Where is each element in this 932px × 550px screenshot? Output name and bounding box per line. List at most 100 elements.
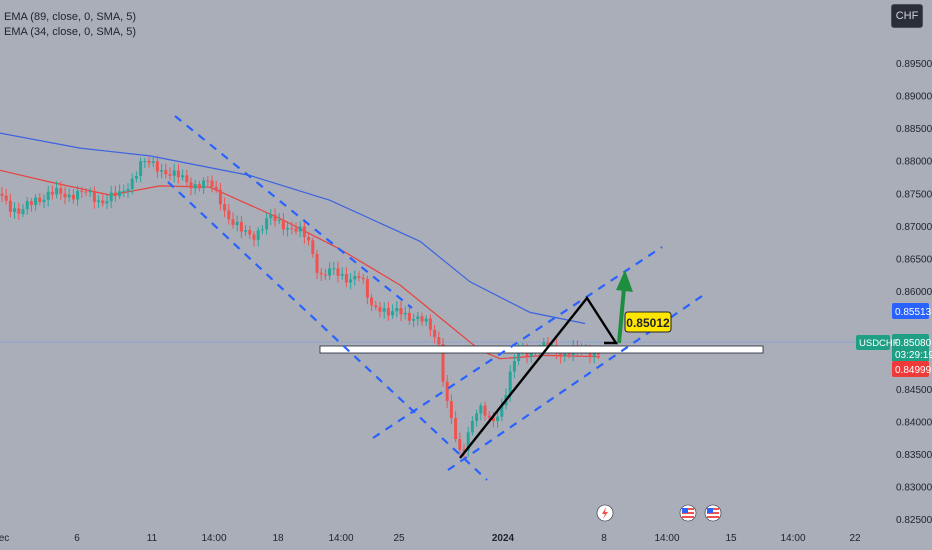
candle-body — [118, 191, 122, 197]
candle-body — [71, 194, 75, 200]
y-tick-label: 0.83000 — [896, 483, 932, 494]
candle-body — [113, 192, 117, 197]
candle-body — [164, 170, 168, 175]
y-tick-label: 0.83500 — [896, 450, 932, 461]
candle-body — [168, 174, 172, 176]
candle-body — [105, 201, 109, 204]
us-flag-stripe — [707, 514, 719, 516]
candle-body — [412, 319, 416, 321]
candle-body — [101, 200, 105, 204]
candle-body — [500, 405, 504, 417]
candle-body — [445, 381, 449, 402]
price-axis[interactable]: 0.89500 0.89000 0.88500 0.88000 0.87500 0.870… — [896, 59, 932, 526]
candle-body — [122, 191, 126, 192]
candle-body — [382, 308, 386, 312]
candle-body — [567, 352, 571, 355]
candle-body — [130, 178, 134, 189]
candle-body — [231, 219, 235, 225]
candle-body — [374, 305, 378, 308]
candle-body — [239, 221, 243, 232]
candle-body — [4, 195, 8, 201]
legend-ema89[interactable]: EMA (89, close, 0, SMA, 5) — [4, 11, 137, 23]
price-label-ema89 — [892, 303, 929, 319]
candle-body — [407, 313, 411, 321]
candle-body — [286, 228, 290, 230]
descending-channel-lower[interactable] — [167, 181, 488, 481]
x-tick-label: 6 — [74, 533, 80, 544]
candle-body — [143, 161, 147, 162]
candle-body — [147, 161, 151, 163]
candle-body — [399, 308, 403, 315]
candle-body — [202, 180, 206, 189]
y-tick-label: 0.84500 — [896, 385, 932, 396]
candle-body — [563, 352, 567, 357]
indicator-legend[interactable]: EMA (89, close, 0, SMA, 5) EMA (34, clos… — [4, 10, 136, 40]
up-arrow[interactable] — [616, 270, 633, 344]
price-label-ema34 — [892, 361, 929, 377]
candle-body — [319, 272, 323, 275]
candle-body — [454, 418, 458, 440]
candle-body — [248, 230, 252, 235]
candle-body — [50, 191, 54, 195]
countdown-text: 03:29:19 — [895, 350, 932, 361]
price-label-text: 0.84999 — [895, 365, 932, 376]
candle-body — [227, 210, 231, 220]
candle-body — [475, 413, 479, 421]
candle-body — [8, 200, 12, 212]
candle-body — [529, 351, 533, 357]
legend-ema34[interactable]: EMA (34, close, 0, SMA, 5) — [4, 26, 137, 38]
candle-body — [290, 228, 294, 230]
candle-body — [181, 175, 185, 178]
us-flag-canton — [682, 508, 688, 513]
y-tick-label: 0.84000 — [896, 417, 932, 428]
resistance-zone[interactable] — [319, 345, 764, 354]
x-tick-label: 14:00 — [328, 533, 353, 544]
pattern-lines[interactable] — [459, 295, 619, 459]
x-tick-label: 14:00 — [780, 533, 805, 544]
candle-body — [559, 353, 563, 357]
candle-body — [302, 226, 306, 237]
candle-body — [592, 352, 596, 357]
candle-body — [42, 199, 46, 203]
candle-body — [433, 329, 437, 338]
candle-body — [260, 229, 264, 231]
ascending-channel-upper[interactable] — [372, 246, 663, 439]
candle-body — [214, 186, 218, 190]
x-tick-label: 18 — [272, 533, 284, 544]
annotation-price: 0.85012 — [626, 316, 670, 330]
candle-body — [428, 318, 432, 330]
candle-body — [378, 307, 382, 312]
candle-body — [80, 190, 84, 192]
currency-button[interactable]: CHF — [891, 4, 923, 28]
candle-body — [67, 194, 71, 198]
us-flag-canton — [707, 508, 713, 513]
candle-body — [185, 175, 189, 183]
candle-body — [84, 191, 88, 193]
candle-body — [210, 180, 214, 187]
descending-channel-upper[interactable] — [174, 115, 413, 309]
candle-body — [449, 401, 453, 419]
candle-body — [349, 279, 353, 283]
candle-body — [496, 416, 500, 421]
time-axis[interactable]: ec 6 11 14:00 18 14:00 25 2024 8 14:00 15 14:00 22 — [0, 533, 861, 544]
countdown-badge — [892, 348, 929, 361]
price-label-text: 0.85513 — [895, 307, 932, 318]
candle-body — [139, 161, 143, 176]
candle-body — [420, 316, 424, 322]
candle-body — [340, 274, 344, 276]
annotation-box[interactable] — [624, 311, 672, 333]
candle-body — [176, 170, 180, 177]
candle-body — [244, 230, 248, 232]
candle-body — [29, 201, 33, 205]
candle-body — [38, 197, 42, 203]
price-label-last — [892, 334, 929, 350]
event-icons[interactable] — [596, 504, 722, 522]
candle-body — [34, 197, 38, 205]
candle-body — [252, 234, 256, 240]
candle-body — [328, 268, 332, 276]
candle-body — [55, 188, 59, 195]
candle-body — [357, 276, 361, 278]
